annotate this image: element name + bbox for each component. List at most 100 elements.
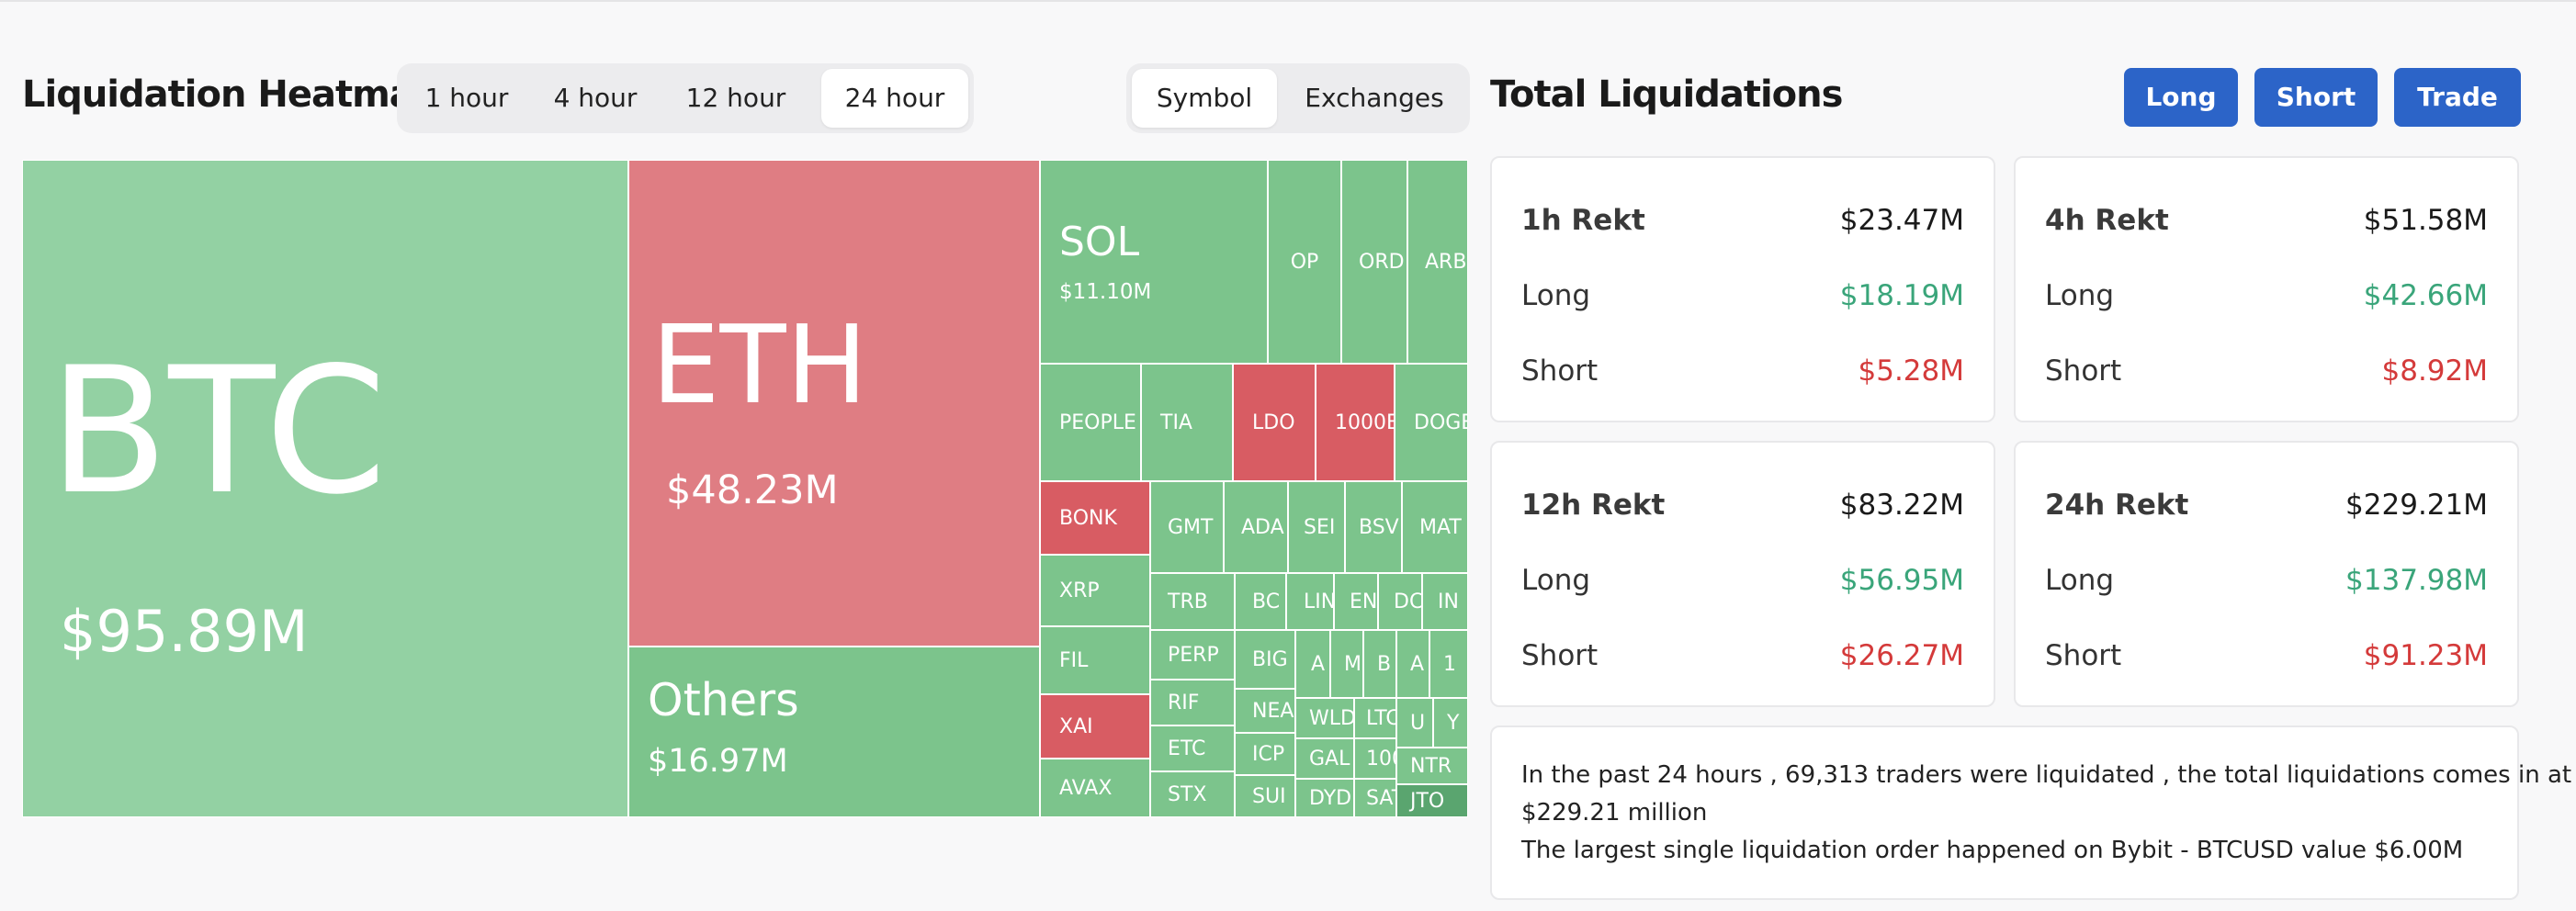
long-value: $137.98M (2345, 564, 2488, 597)
tab-1-hour[interactable]: 1 hour (424, 83, 509, 113)
tile-bonk[interactable]: BONK (1040, 481, 1150, 555)
tile-trb[interactable]: TRB (1150, 573, 1235, 630)
tile-ord[interactable]: ORD (1341, 160, 1407, 364)
short-label: Short (1521, 354, 1599, 388)
tile-sol[interactable]: SOL $11.10M (1040, 160, 1268, 364)
card-1h-rekt: 1h Rekt $23.47M Long $18.19M Short $5.28M (1490, 156, 1995, 422)
tile-jto[interactable]: JTO (1396, 784, 1468, 817)
tile-mat[interactable]: MAT (1402, 481, 1468, 573)
tab-exchanges[interactable]: Exchanges (1305, 83, 1444, 113)
long-value: $56.95M (1839, 564, 1964, 597)
tile-sei[interactable]: SEI (1288, 481, 1345, 573)
summary-line-2: $229.21 million (1521, 799, 1708, 827)
summary-line-3: The largest single liquidation order hap… (1521, 837, 2464, 864)
tile-big[interactable]: BIG (1235, 630, 1295, 689)
card-12h-rekt: 12h Rekt $83.22M Long $56.95M Short $26.27M (1490, 441, 1995, 707)
tile-eth-amount: $48.23M (666, 467, 839, 513)
tile-avax[interactable]: AVAX (1040, 759, 1150, 817)
tile-xrp[interactable]: XRP (1040, 555, 1150, 626)
tile-eth[interactable]: ETH $48.23M (628, 160, 1040, 647)
tab-4-hour[interactable]: 4 hour (553, 83, 638, 113)
tile-sui[interactable]: SUI (1235, 775, 1295, 817)
tile-b[interactable]: B (1363, 630, 1396, 698)
tile-a-2[interactable]: A (1396, 630, 1429, 698)
tab-symbol[interactable]: Symbol (1132, 69, 1277, 128)
tile-100[interactable]: 100 (1354, 738, 1396, 779)
tile-en[interactable]: EN (1334, 573, 1378, 630)
tile-perp[interactable]: PERP (1150, 630, 1235, 680)
long-label: Long (1521, 279, 1591, 312)
liquidation-summary: In the past 24 hours , 69,313 traders we… (1490, 725, 2571, 900)
tile-others-amount: $16.97M (648, 743, 788, 780)
card-4h-rekt: 4h Rekt $51.58M Long $42.66M Short $8.92M (2014, 156, 2519, 422)
tile-a-1[interactable]: A (1295, 630, 1330, 698)
tile-bc[interactable]: BC (1235, 573, 1286, 630)
tile-doge[interactable]: DOGE (1395, 364, 1468, 481)
tile-btc-symbol: BTC (49, 330, 387, 533)
tile-fil[interactable]: FIL (1040, 626, 1150, 694)
short-value: $91.23M (2363, 639, 2488, 672)
tile-1000b[interactable]: 1000B (1316, 364, 1395, 481)
card-total: $83.22M (1839, 489, 1964, 522)
tile-in[interactable]: IN (1422, 573, 1468, 630)
tile-btc-amount: $95.89M (60, 598, 309, 665)
tile-dyd[interactable]: DYD (1295, 779, 1354, 817)
tile-gmt[interactable]: GMT (1150, 481, 1224, 573)
long-label: Long (1521, 564, 1591, 597)
long-value: $18.19M (1839, 279, 1964, 312)
tile-sol-amount: $11.10M (1059, 280, 1152, 304)
tile-stx[interactable]: STX (1150, 771, 1235, 817)
card-label: 24h Rekt (2045, 489, 2189, 522)
total-liquidations-title: Total Liquidations (1490, 73, 1843, 116)
tile-tia[interactable]: TIA (1141, 364, 1233, 481)
short-label: Short (2045, 639, 2122, 672)
card-total: $229.21M (2345, 489, 2488, 522)
tile-rif[interactable]: RIF (1150, 680, 1235, 725)
card-total: $51.58M (2363, 204, 2488, 237)
tile-ltc[interactable]: LTC (1354, 698, 1396, 738)
tile-nea[interactable]: NEA (1235, 689, 1295, 733)
time-range-tabs: 1 hour 4 hour 12 hour 24 hour (397, 63, 974, 133)
top-divider (0, 0, 2576, 2)
card-total: $23.47M (1839, 204, 1964, 237)
tile-ldo[interactable]: LDO (1233, 364, 1316, 481)
short-button[interactable]: Short (2254, 68, 2378, 127)
tile-sat[interactable]: SAT (1354, 779, 1396, 817)
card-label: 12h Rekt (1521, 489, 1666, 522)
long-label: Long (2045, 279, 2115, 312)
tile-arb[interactable]: ARB (1407, 160, 1468, 364)
tile-y[interactable]: Y (1433, 698, 1468, 748)
summary-line-1: In the past 24 hours , 69,313 traders we… (1521, 761, 2572, 789)
tile-m[interactable]: M (1330, 630, 1363, 698)
tile-eth-symbol: ETH (651, 301, 868, 428)
tile-btc[interactable]: BTC $95.89M (22, 160, 628, 817)
tab-24-hour[interactable]: 24 hour (821, 69, 968, 128)
long-label: Long (2045, 564, 2115, 597)
tab-12-hour[interactable]: 12 hour (685, 83, 786, 113)
tile-ada[interactable]: ADA (1224, 481, 1288, 573)
short-label: Short (1521, 639, 1599, 672)
short-value: $8.92M (2381, 354, 2489, 388)
tile-icp[interactable]: ICP (1235, 733, 1295, 775)
tile-ntr[interactable]: NTR (1396, 748, 1468, 784)
view-mode-tabs: Symbol Exchanges (1126, 63, 1470, 133)
trade-button[interactable]: Trade (2394, 68, 2521, 127)
tile-op[interactable]: OP (1268, 160, 1341, 364)
tile-bsv[interactable]: BSV (1345, 481, 1402, 573)
tile-etc[interactable]: ETC (1150, 725, 1235, 771)
tile-wld[interactable]: WLD (1295, 698, 1354, 738)
tile-others[interactable]: Others $16.97M (628, 647, 1040, 817)
tile-others-symbol: Others (648, 674, 799, 726)
tile-u[interactable]: U (1396, 698, 1433, 748)
tile-gal[interactable]: GAL (1295, 738, 1354, 779)
card-24h-rekt: 24h Rekt $229.21M Long $137.98M Short $91.2… (2014, 441, 2519, 707)
tile-1[interactable]: 1 (1429, 630, 1468, 698)
tile-lin[interactable]: LIN (1286, 573, 1334, 630)
tile-sol-symbol: SOL (1059, 219, 1140, 265)
liquidation-treemap: BTC $95.89M ETH $48.23M Others $16.97M S… (22, 160, 1468, 817)
tile-dc[interactable]: DC (1378, 573, 1422, 630)
long-button[interactable]: Long (2124, 68, 2238, 127)
tile-people[interactable]: PEOPLE (1040, 364, 1141, 481)
short-value: $5.28M (1858, 354, 1965, 388)
tile-xai[interactable]: XAI (1040, 694, 1150, 759)
